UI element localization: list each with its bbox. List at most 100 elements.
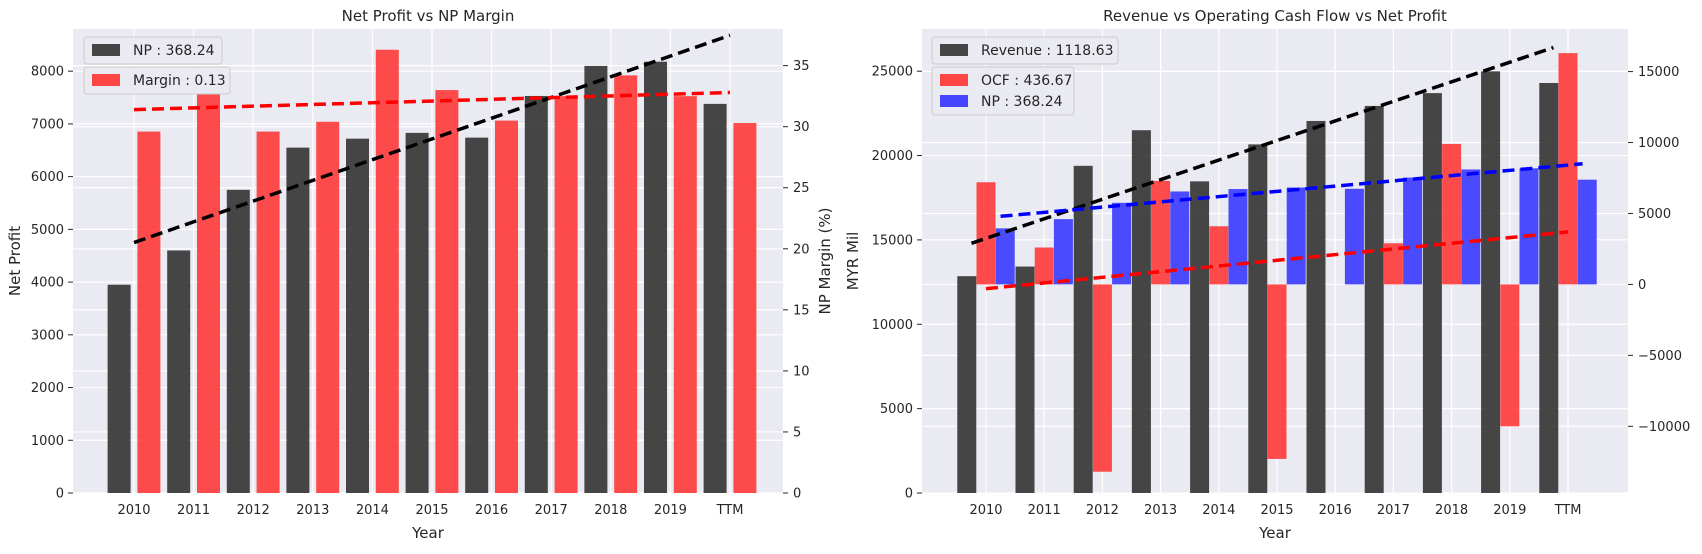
chart-title: Net Profit vs NP Margin xyxy=(342,7,515,25)
bar-revenue-2013 xyxy=(1131,130,1151,493)
bar-ocf-ttm xyxy=(1558,53,1578,285)
y-tick-label: 0 xyxy=(56,487,64,502)
x-tick-label: 2012 xyxy=(237,503,270,518)
x-tick-label: 2018 xyxy=(1435,503,1468,518)
x-tick-label: 2017 xyxy=(535,503,568,518)
bar-margin-2014 xyxy=(375,49,399,493)
bar-margin-2012 xyxy=(256,131,280,493)
legend-swatch-ocf xyxy=(940,74,968,86)
x-axis-label: Year xyxy=(411,524,445,542)
x-tick-label: 2014 xyxy=(1202,503,1235,518)
bars xyxy=(107,49,757,494)
y-tick-label: 5000 xyxy=(880,402,913,417)
bar-np-2016 xyxy=(465,137,489,494)
bar-revenue-2016 xyxy=(1306,120,1326,493)
x-tick-label: 2010 xyxy=(969,503,1002,518)
bar-margin-2015 xyxy=(435,90,459,493)
bar-revenue-2010 xyxy=(957,276,977,493)
bar-revenue-2012 xyxy=(1073,165,1093,493)
y-tick-label: 15000 xyxy=(872,233,913,248)
y-right-tick-label: 0 xyxy=(1638,278,1646,293)
y-tick-label: 5000 xyxy=(31,223,64,238)
bar-revenue-2018 xyxy=(1422,93,1442,493)
bar-np-2016 xyxy=(1344,188,1364,285)
y-right-tick-label: 25 xyxy=(793,181,810,196)
bar-np-2015 xyxy=(405,132,429,493)
y-tick-label: 20000 xyxy=(872,149,913,164)
bar-np-2014 xyxy=(346,138,369,493)
trend-lines xyxy=(133,33,731,245)
x-tick-label: 2016 xyxy=(1319,503,1352,518)
x-tick-label: 2015 xyxy=(415,503,448,518)
x-tick-label: 2013 xyxy=(1144,503,1177,518)
y-right-tick-label: 15000 xyxy=(1638,65,1679,80)
x-tick-label: 2011 xyxy=(1028,503,1061,518)
x-tick-label: 2015 xyxy=(1260,503,1293,518)
legend-box xyxy=(931,36,1119,65)
bar-np-2011 xyxy=(167,250,191,493)
bar-ocf-2014 xyxy=(1209,226,1229,285)
y-right-tick-label: 0 xyxy=(793,487,801,502)
trend-line xyxy=(133,33,731,245)
legend-label-margin: Margin : 0.13 xyxy=(133,73,226,89)
bar-np-2017 xyxy=(1403,177,1423,285)
revenue-ocf-np-chart: 2010 2011 2012 2013 2014 2015 2016 2017 2018 2019… xyxy=(844,7,1690,542)
x-tick-label: 2017 xyxy=(1377,503,1410,518)
y-right-tick-label: −5000 xyxy=(1638,349,1682,364)
legend-swatch-revenue xyxy=(940,44,968,56)
bar-np-2019 xyxy=(644,61,667,493)
bar-revenue-2011 xyxy=(1015,266,1035,493)
y-right-tick-label: 35 xyxy=(793,59,810,74)
bar-margin-2017 xyxy=(554,96,578,493)
legend: NP : 368.24 Margin : 0.13 xyxy=(83,36,231,95)
bar-margin-2011 xyxy=(197,80,220,493)
bars xyxy=(957,53,1597,494)
x-tick-label: 2019 xyxy=(1493,503,1526,518)
bar-np-2019 xyxy=(1519,168,1539,285)
legend-box xyxy=(83,66,231,95)
bar-ocf-2018 xyxy=(1442,143,1462,285)
y-tick-label: 1000 xyxy=(31,434,64,449)
bar-ocf-2010 xyxy=(976,182,996,285)
y-right-tick-label: 15 xyxy=(793,303,810,318)
bar-margin-2019 xyxy=(673,96,697,493)
bar-ocf-2011 xyxy=(1034,247,1054,285)
bar-np-2013 xyxy=(1170,191,1190,285)
trend-line xyxy=(1000,162,1583,219)
bar-np-2010 xyxy=(995,228,1015,285)
y-right-tick-label: 10000 xyxy=(1638,136,1679,151)
legend-box xyxy=(83,36,223,65)
x-tick-label: TTM xyxy=(1554,503,1582,518)
y-axis-label: Net Profit xyxy=(6,226,24,296)
bar-ocf-2019 xyxy=(1500,284,1520,427)
bar-np-2011 xyxy=(1053,219,1073,285)
bar-ocf-2013 xyxy=(1151,180,1171,285)
y-tick-label: 8000 xyxy=(31,65,64,80)
y-axis-right-label: NP Margin (%) xyxy=(816,208,834,315)
x-tick-label: 2013 xyxy=(296,503,329,518)
y-right-tick-label: 30 xyxy=(793,120,810,135)
bar-revenue-2019 xyxy=(1481,71,1501,493)
bar-np-2018 xyxy=(584,65,608,493)
bar-np-2013 xyxy=(286,147,310,494)
bar-np-2018 xyxy=(1461,169,1481,285)
tick-labels: 2010 2011 2012 2013 2014 2015 2016 2017 2018 2019… xyxy=(872,65,1691,518)
bar-margin-2016 xyxy=(495,120,518,493)
y-right-tick-label: 20 xyxy=(793,242,810,257)
bar-np-2010 xyxy=(107,284,131,493)
chart-title: Revenue vs Operating Cash Flow vs Net Pr… xyxy=(1103,7,1447,25)
y-right-tick-label: 5 xyxy=(793,425,801,440)
x-tick-label: 2012 xyxy=(1086,503,1119,518)
legend: Revenue : 1118.63 OCF : 436.67 NP : 368.… xyxy=(931,36,1119,116)
legend-swatch-np xyxy=(92,44,120,56)
y-tick-label: 7000 xyxy=(31,117,64,132)
x-tick-label: 2019 xyxy=(654,503,687,518)
legend-label-np: NP : 368.24 xyxy=(133,43,215,59)
tick-labels: 2010 2011 2012 2013 2014 2015 2016 2017 2018 2019… xyxy=(31,59,810,518)
bar-np-2014 xyxy=(1228,189,1248,285)
bar-revenue-2014 xyxy=(1190,181,1210,494)
y-tick-label: 2000 xyxy=(31,381,64,396)
bar-np-2015 xyxy=(1286,187,1306,285)
y-tick-label: 3000 xyxy=(31,328,64,343)
